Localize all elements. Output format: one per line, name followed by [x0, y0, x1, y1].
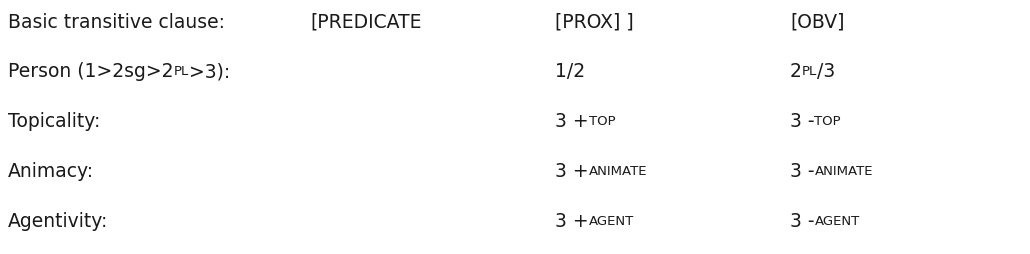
Text: 3 +: 3 + — [555, 162, 588, 181]
Text: ANIMATE: ANIMATE — [815, 165, 873, 178]
Text: AGENT: AGENT — [588, 215, 633, 228]
Text: 3 -: 3 - — [790, 112, 815, 131]
Text: 3 -: 3 - — [790, 162, 815, 181]
Text: Person (1>2sg>2: Person (1>2sg>2 — [8, 62, 173, 81]
Text: Basic transitive clause:: Basic transitive clause: — [8, 12, 225, 31]
Text: [PROX] ]: [PROX] ] — [555, 12, 633, 31]
Text: 2: 2 — [790, 62, 802, 81]
Text: TOP: TOP — [588, 115, 615, 128]
Text: Animacy:: Animacy: — [8, 162, 94, 181]
Text: 3 +: 3 + — [555, 112, 588, 131]
Text: >3):: >3): — [188, 62, 230, 81]
Text: 3 -: 3 - — [790, 212, 815, 231]
Text: AGENT: AGENT — [815, 215, 860, 228]
Text: PL: PL — [173, 65, 188, 78]
Text: Topicality:: Topicality: — [8, 112, 100, 131]
Text: /3: /3 — [817, 62, 835, 81]
Text: 1/2: 1/2 — [555, 62, 585, 81]
Text: TOP: TOP — [815, 115, 842, 128]
Text: Agentivity:: Agentivity: — [8, 212, 108, 231]
Text: [OBV]: [OBV] — [790, 12, 845, 31]
Text: 3 +: 3 + — [555, 212, 588, 231]
Text: ANIMATE: ANIMATE — [588, 165, 647, 178]
Text: [PREDICATE: [PREDICATE — [310, 12, 421, 31]
Text: PL: PL — [802, 65, 817, 78]
